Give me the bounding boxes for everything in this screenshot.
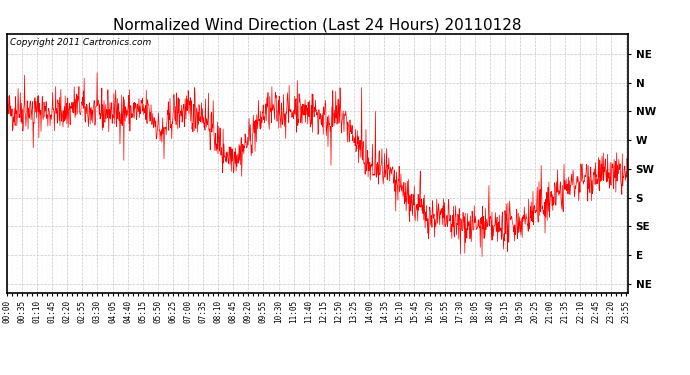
Title: Normalized Wind Direction (Last 24 Hours) 20110128: Normalized Wind Direction (Last 24 Hours… <box>113 18 522 33</box>
Text: Copyright 2011 Cartronics.com: Copyright 2011 Cartronics.com <box>10 38 151 46</box>
